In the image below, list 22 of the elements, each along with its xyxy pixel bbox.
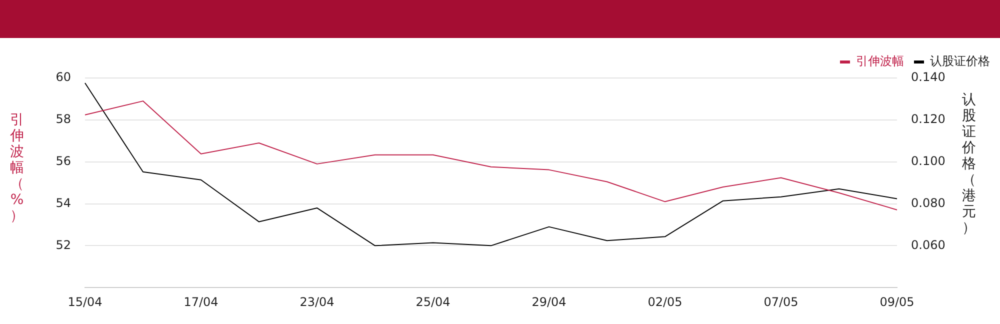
y2-tick-label: 0.140	[911, 70, 946, 84]
y2-tick-label: 0.080	[911, 196, 946, 210]
x-tick-label: 09/05	[880, 294, 914, 309]
y-axis-title: 引伸波幅（%）	[9, 112, 25, 224]
x-tick-label: 29/04	[532, 294, 566, 309]
x-tick-label: 07/05	[764, 294, 798, 309]
legend-label: 认股证价格	[930, 54, 990, 68]
y-tick-label: 60	[56, 70, 71, 84]
y-tick-label: 56	[56, 154, 71, 168]
x-tick-label: 02/05	[648, 294, 682, 309]
y2-tick-label: 0.120	[911, 112, 946, 126]
y2-tick-label: 0.100	[911, 154, 946, 168]
legend-label: 引伸波幅	[856, 54, 904, 68]
y-tick-label: 52	[56, 238, 71, 252]
x-tick-label: 23/04	[300, 294, 334, 309]
text: 认股证价格（港元）	[962, 92, 976, 236]
y-tick-label: 58	[56, 112, 71, 126]
x-tick-label: 17/04	[184, 294, 218, 309]
y-tick-label: 54	[56, 196, 71, 210]
x-tick-label: 25/04	[416, 294, 450, 309]
x-tick-label: 15/04	[68, 294, 102, 309]
y2-tick-label: 0.060	[911, 238, 946, 252]
